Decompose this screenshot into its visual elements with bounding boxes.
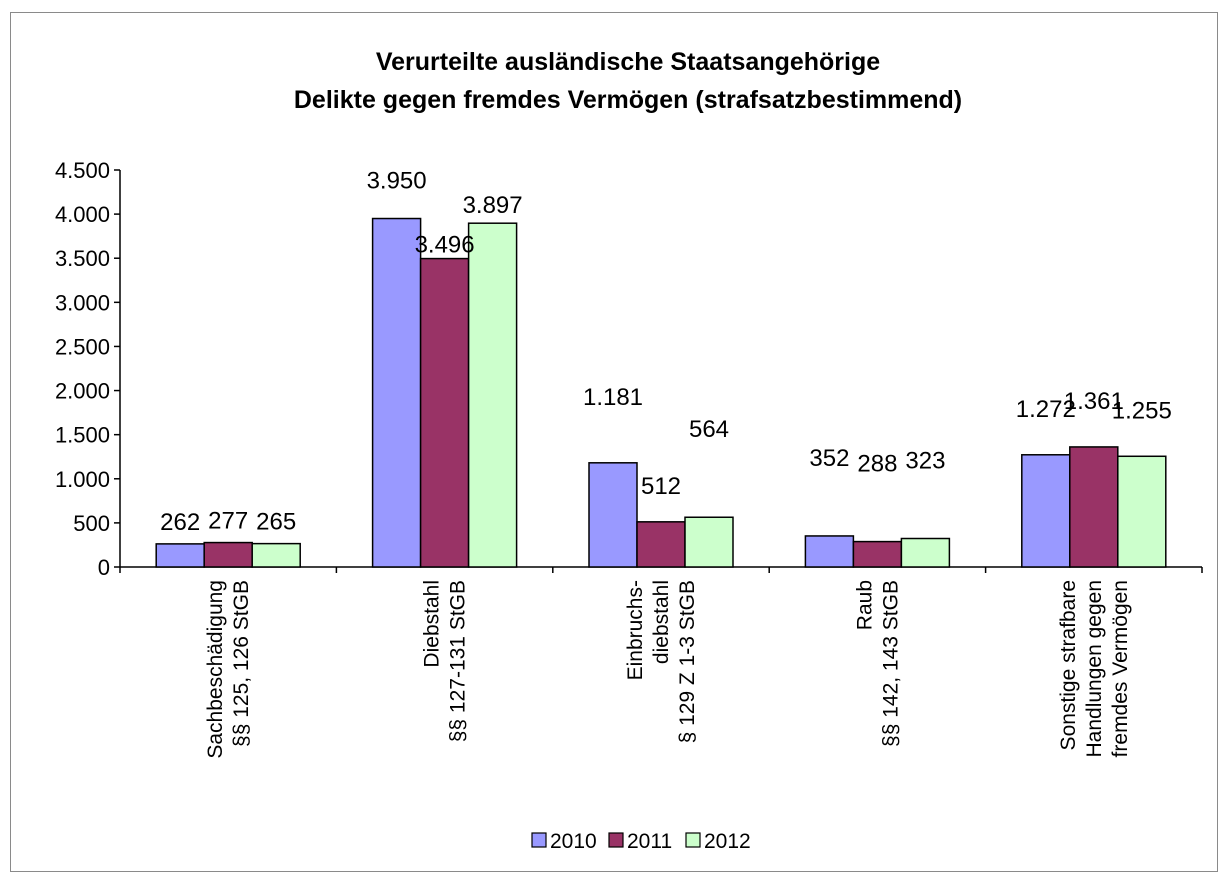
data-label: 1.181: [583, 384, 643, 411]
data-label: 262: [160, 509, 200, 536]
chart-subtitle: Delikte gegen fremdes Vermögen (strafsat…: [294, 86, 962, 114]
category-label-line: Sachbeschädigung: [204, 580, 227, 759]
data-label: 512: [641, 473, 681, 500]
data-label: 1.272: [1016, 396, 1076, 423]
data-label: 265: [256, 509, 296, 536]
bars: [155, 217, 1167, 568]
bar-2012-1: [467, 222, 518, 568]
y-tick-label: 4.000: [55, 202, 110, 227]
category-labels: Sachbeschädigung §§ 125, 126 StGB Diebstah…: [204, 580, 1132, 759]
legend-label: 2010: [550, 830, 597, 853]
y-tick-label: 3.000: [55, 290, 110, 315]
y-tick-label: 1.000: [55, 467, 110, 492]
category-label-line: § 129 Z 1-3 StGB: [676, 580, 699, 743]
category-label-line: §§ 142, 143 StGB: [879, 580, 902, 747]
bar-2010-2: [588, 462, 638, 568]
data-labels: 262 3.950 1.181 352 1.272 277 3.496 512 288 1.361…: [160, 168, 1172, 536]
category-label-line: Einbruchs-: [624, 580, 647, 680]
bar-2012-2: [684, 516, 734, 568]
data-label: 3.950: [367, 168, 427, 195]
category-label-line: diebstahl: [650, 580, 673, 664]
data-label: 1.255: [1112, 397, 1172, 424]
y-tick-label: 1.500: [55, 423, 110, 448]
data-label: 3.897: [463, 192, 523, 219]
bar-2010-4: [1021, 454, 1071, 568]
legend-swatch-2011: [608, 832, 624, 848]
y-tick-label: 500: [73, 511, 110, 536]
y-tick-label: 0: [98, 555, 110, 580]
axes: 0 500 1.000 1.500 2.000 2.500 3.000 3.500 4.000 4…: [55, 158, 1203, 580]
category-label-line: Handlungen gegen: [1083, 580, 1106, 758]
category-label-0: Sachbeschädigung §§ 125, 126 StGB: [204, 580, 253, 759]
legend-label: 2011: [627, 830, 672, 853]
category-label-3: Raub §§ 142, 143 StGB: [853, 580, 902, 747]
data-label: 277: [208, 508, 248, 535]
bar-2012-3: [900, 537, 951, 568]
data-label: 1.361: [1064, 388, 1124, 415]
category-label-line: Diebstahl: [421, 580, 444, 668]
legend-label: 2012: [704, 830, 751, 853]
data-label: 323: [905, 448, 945, 475]
data-label: 352: [809, 445, 849, 472]
category-label-line: Raub: [853, 580, 876, 630]
bar-2010-3: [804, 535, 855, 568]
chart-title: Verurteilte ausländische Staatsangehörig…: [376, 48, 880, 76]
data-label: 288: [857, 451, 897, 478]
category-label-line: fremdes Vermögen: [1109, 580, 1132, 757]
bar-2011-0: [203, 541, 253, 568]
y-tick-label: 3.500: [55, 246, 110, 271]
bar-2011-1: [419, 257, 470, 568]
bar-2012-0: [251, 542, 301, 568]
legend-swatch-2012: [685, 832, 701, 848]
bar-2010-1: [371, 217, 422, 568]
bar-2011-4: [1069, 446, 1119, 568]
bar-2011-2: [636, 521, 686, 568]
y-tick-label: 2.500: [55, 334, 110, 359]
chart-frame: [10, 12, 1218, 872]
bar-2010-0: [155, 543, 205, 568]
legend-swatch-2010: [531, 832, 547, 848]
category-label-line: Sonstige strafbare: [1057, 580, 1080, 750]
y-tick-label: 2.000: [55, 379, 110, 404]
category-label-4: Sonstige strafbare Handlungen gegen fremde…: [1057, 580, 1132, 758]
data-label: 3.496: [415, 232, 475, 259]
legend: 2010 2011 2012: [531, 830, 751, 853]
category-label-line: §§ 127-131 StGB: [447, 580, 470, 742]
category-label-line: §§ 125, 126 StGB: [230, 580, 253, 747]
y-tick-label: 4.500: [55, 158, 110, 183]
category-label-2: Einbruchs-diebstahl § 129 Z 1-3 StGB: [624, 580, 699, 743]
data-label: 564: [689, 416, 729, 443]
bar-2012-4: [1117, 455, 1167, 568]
bar-2011-3: [852, 540, 903, 568]
category-label-1: Diebstahl §§ 127-131 StGB: [421, 580, 470, 742]
